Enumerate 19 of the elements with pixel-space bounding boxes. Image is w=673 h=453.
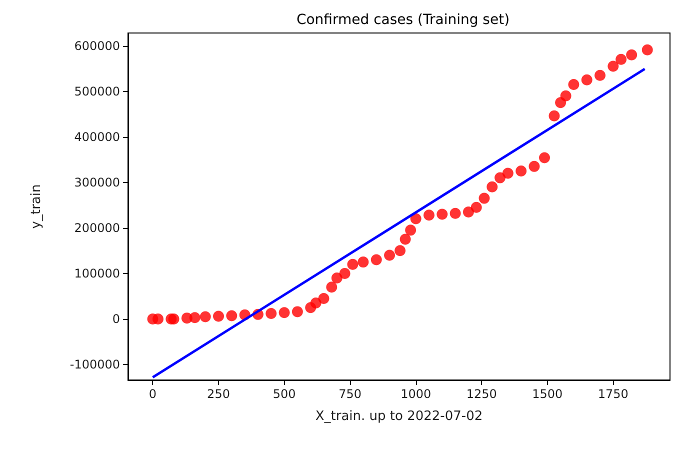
x-axis-title: X_train. up to 2022-07-02 [315,409,483,424]
x-tick-label: 1250 [466,387,497,401]
y-tick-label: 100000 [74,266,120,280]
y-tick-label: 500000 [74,84,120,98]
x-tick-label: 250 [207,387,230,401]
x-tick-label: 1750 [598,387,628,401]
x-tick-label: 0 [148,387,157,401]
y-tick-label: 400000 [74,130,120,144]
x-tick-label: 1000 [400,387,432,401]
y-tick-label: 300000 [74,175,120,190]
x-tick-label: 500 [272,387,296,401]
y-tick-label: 200000 [74,220,120,235]
y-axis-title: y_train [29,184,44,229]
x-tick-label: 1500 [532,387,563,401]
y-tick-label: 0 [112,312,120,326]
x-tick-label: 750 [338,387,362,401]
y-tick-label: -100000 [70,358,120,372]
chart-title: Confirmed cases (Training set) [296,12,510,28]
y-tick-label: 600000 [74,38,120,53]
